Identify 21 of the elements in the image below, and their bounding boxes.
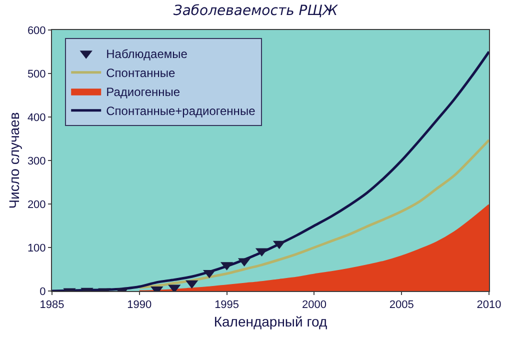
x-tick-label: 1990 [127,299,152,312]
y-axis-title: Число случаев [6,112,22,209]
chart-title: Заболеваемость РЩЖ [173,2,339,19]
legend-label: Радиогенные [106,85,180,100]
y-tick-label: 600 [27,24,46,37]
y-tick-label: 400 [27,112,46,124]
legend-label: Спонтанные [106,66,176,80]
x-tick-label: 1985 [40,299,64,312]
legend-label: Спонтанные+радиогенные [106,104,256,118]
y-tick-label: 100 [27,242,46,254]
x-axis-title: Календарный год [214,314,328,330]
legend-label: Наблюдаемые [106,47,188,62]
line-series [52,50,489,291]
y-tick-label: 300 [27,155,46,168]
x-tick-label: 2010 [476,299,502,312]
x-tick-label: 2000 [302,299,326,312]
x-tick-label: 2005 [389,299,414,312]
y-tick-label: 500 [27,68,46,80]
y-tick-label: 0 [40,286,46,298]
y-tick-label: 200 [27,198,46,211]
x-tick-label: 1995 [214,299,240,312]
